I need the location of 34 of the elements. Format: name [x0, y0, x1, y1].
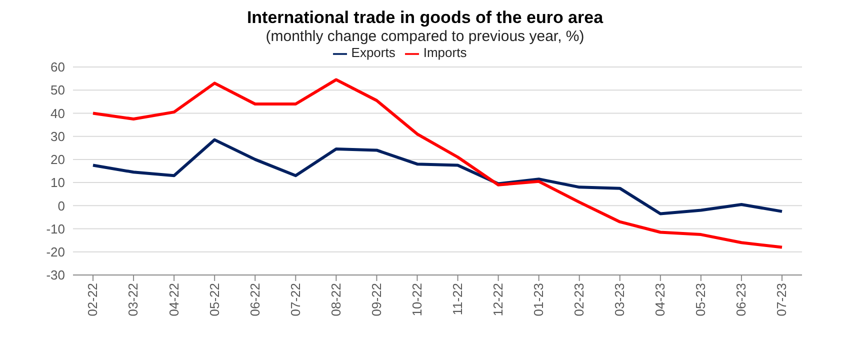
- y-tick-label: 20: [50, 152, 65, 168]
- x-tick-label: 12-22: [490, 283, 506, 316]
- x-tick-label: 02-22: [85, 283, 100, 316]
- x-tick-label: 10-22: [409, 283, 424, 316]
- y-tick-label: 10: [50, 175, 65, 190]
- x-tick-label: 05-23: [693, 283, 708, 316]
- y-tick-label: 30: [50, 128, 65, 144]
- x-tick-label: 08-22: [328, 283, 344, 316]
- y-tick-label: -20: [46, 244, 65, 260]
- chart-subtitle: (monthly change compared to previous year, %): [264, 28, 586, 45]
- chart-title: International trade in goods of the euro area: [246, 8, 604, 28]
- y-tick-label: 50: [50, 82, 65, 98]
- x-tick-label: 04-22: [166, 283, 182, 316]
- x-tick-label: 03-22: [126, 283, 141, 316]
- x-tick-label: 01-23: [531, 283, 546, 316]
- x-tick-label: 11-22: [450, 283, 465, 316]
- x-tick-label: 05-22: [206, 283, 222, 316]
- y-tick-label: 40: [50, 106, 65, 121]
- line-series: [92, 78, 784, 249]
- x-tick-label: 07-22: [288, 283, 303, 316]
- legend-label: Exports: [351, 45, 396, 60]
- x-tick-label: 04-23: [652, 283, 668, 316]
- y-tick-label: -10: [46, 221, 65, 236]
- x-tick-label: 07-23: [774, 283, 790, 316]
- x-tick-label: 02-23: [572, 283, 587, 316]
- x-tick-label: 06-23: [734, 283, 749, 316]
- line-series: [92, 138, 784, 216]
- y-tick-label: 60: [50, 60, 65, 75]
- legend-label: Imports: [423, 45, 467, 60]
- y-tick-label: -30: [46, 268, 65, 283]
- y-tick-label: 0: [58, 198, 65, 214]
- x-tick-label: 09-22: [368, 283, 384, 316]
- x-tick-label: 06-22: [247, 283, 262, 316]
- x-tick-label: 03-23: [612, 283, 628, 316]
